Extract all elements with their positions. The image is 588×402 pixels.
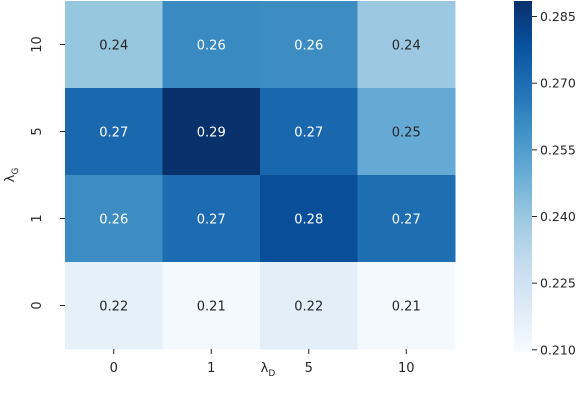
- heatmap-cell: [162, 88, 261, 176]
- cell-value-label: 0.22: [294, 300, 323, 315]
- y-tick-label: 0: [30, 301, 45, 309]
- colorbar-tick-label: 0.225: [540, 276, 576, 291]
- x-tick-label: 5: [305, 361, 313, 376]
- x-tick-label: 10: [398, 361, 415, 376]
- x-axis-label: λD: [261, 361, 276, 379]
- x-axis-ticks: 0 1 5 10: [110, 349, 415, 376]
- y-axis-label: λG: [3, 168, 21, 183]
- cell-value-label: 0.28: [294, 213, 323, 228]
- heatmap-cell: [162, 262, 261, 350]
- heatmap-cell: [260, 175, 358, 263]
- y-tick-label: 10: [30, 36, 45, 53]
- cell-value-label: 0.24: [392, 39, 421, 54]
- cell-value-label: 0.27: [197, 213, 226, 228]
- heatmap-cell: [162, 1, 261, 89]
- heatmap-cell: [65, 1, 163, 89]
- cell-value-label: 0.22: [99, 300, 128, 315]
- cell-value-label: 0.26: [197, 39, 226, 54]
- colorbar-tick-label: 0.255: [540, 142, 576, 157]
- cell-value-label: 0.26: [99, 213, 128, 228]
- heatmap-cell: [65, 175, 163, 263]
- heatmap-cell: [260, 262, 358, 350]
- heatmap-cell: [260, 1, 358, 89]
- cell-value-label: 0.21: [197, 300, 226, 315]
- heatmap-cell: [357, 262, 456, 350]
- heatmap-cell: [65, 88, 163, 176]
- cell-value-label: 0.27: [294, 126, 323, 141]
- y-tick-label: 5: [30, 127, 45, 135]
- colorbar-tick-label: 0.285: [540, 9, 576, 24]
- x-tick-label: 0: [110, 361, 118, 376]
- cell-value-label: 0.21: [392, 300, 421, 315]
- heatmap-cells: 0.24 0.26 0.26 0.24 0.27 0.29 0.27 0.25 0.26 0.27…: [65, 1, 456, 350]
- heatmap-cell: [357, 88, 456, 176]
- cell-value-label: 0.24: [99, 39, 128, 54]
- colorbar-ticks: 0.210 0.225 0.240 0.255 0.270 0.285: [532, 9, 576, 357]
- cell-value-label: 0.27: [392, 213, 421, 228]
- heatmap-cell: [65, 262, 163, 350]
- cell-value-label: 0.25: [392, 126, 421, 141]
- colorbar-tick-label: 0.210: [540, 342, 576, 357]
- heatmap-cell: [357, 1, 456, 89]
- heatmap-cell: [357, 175, 456, 263]
- cell-value-label: 0.29: [197, 126, 226, 141]
- cell-value-label: 0.27: [99, 126, 128, 141]
- heatmap-cell: [260, 88, 358, 176]
- colorbar-tick-label: 0.240: [540, 209, 576, 224]
- heatmap-cell: [162, 175, 261, 263]
- y-tick-label: 1: [30, 214, 45, 222]
- cell-value-label: 0.26: [294, 39, 323, 54]
- colorbar: [514, 1, 532, 352]
- colorbar-tick-label: 0.270: [540, 76, 576, 91]
- x-tick-label: 1: [207, 361, 215, 376]
